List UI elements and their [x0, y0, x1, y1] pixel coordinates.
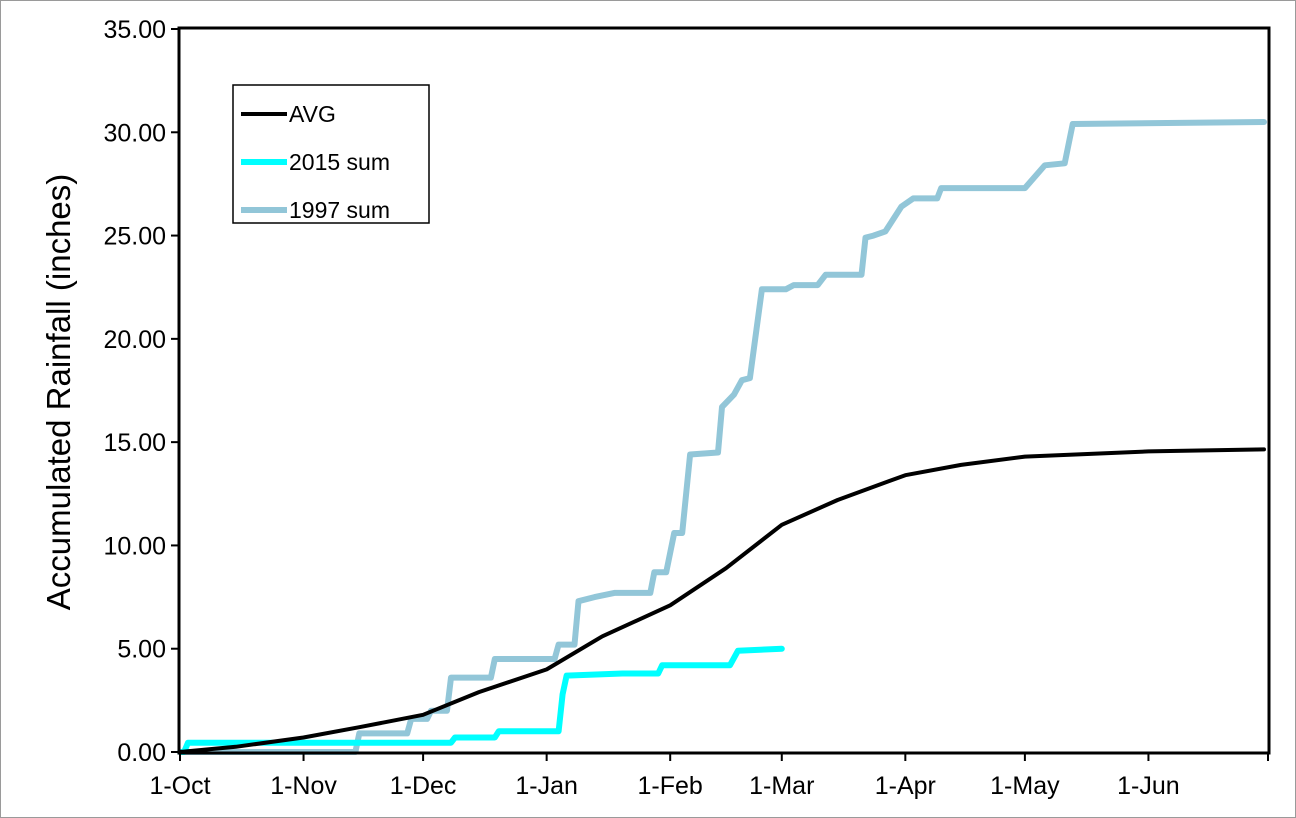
series-line-2015-sum: [177, 645, 785, 755]
x-tick-label: 1-Jan: [515, 772, 578, 800]
y-tick-label: 5.00: [117, 636, 166, 664]
y-tick-label: 10.00: [103, 532, 166, 560]
x-tick-label: 1-Oct: [149, 772, 210, 800]
y-tick-label: 35.00: [103, 16, 166, 44]
y-tick-label: 30.00: [103, 119, 166, 147]
x-tick-label: 1-Feb: [638, 772, 703, 800]
series-line-avg: [178, 447, 1266, 754]
y-tick-label: 0.00: [117, 739, 166, 767]
y-tick-label: 15.00: [103, 429, 166, 457]
x-tick-label: 1-Apr: [875, 772, 936, 800]
y-tick-label: 25.00: [103, 223, 166, 251]
legend: AVG 2015 sum 1997 sum: [232, 84, 430, 224]
x-tick-label: 1-Nov: [270, 772, 337, 800]
series-layer: [177, 119, 1267, 755]
plot-area-border: [177, 26, 1271, 755]
legend-label-1997-sum: 1997 sum: [289, 197, 390, 223]
series-line-1997-sum: [177, 119, 1267, 755]
y-ticks: 0.00 5.00 10.00 15.00 20.00 25.00 30.00 35.00: [103, 16, 180, 767]
y-axis-title: Accumulated Rainfall (inches): [40, 174, 77, 611]
x-tick-label: 1-Jun: [1117, 772, 1180, 800]
legend-box: [232, 84, 430, 224]
x-ticks: 1-Oct 1-Nov 1-Dec 1-Jan 1-Feb 1-Mar 1-Apr 1-May…: [149, 752, 1269, 800]
x-tick-label: 1-May: [990, 772, 1060, 800]
legend-label-2015-sum: 2015 sum: [289, 149, 390, 175]
x-tick-label: 1-Mar: [749, 772, 814, 800]
legend-label-avg: AVG: [289, 101, 336, 127]
y-tick-label: 20.00: [103, 326, 166, 354]
x-tick-label: 1-Dec: [390, 772, 457, 800]
